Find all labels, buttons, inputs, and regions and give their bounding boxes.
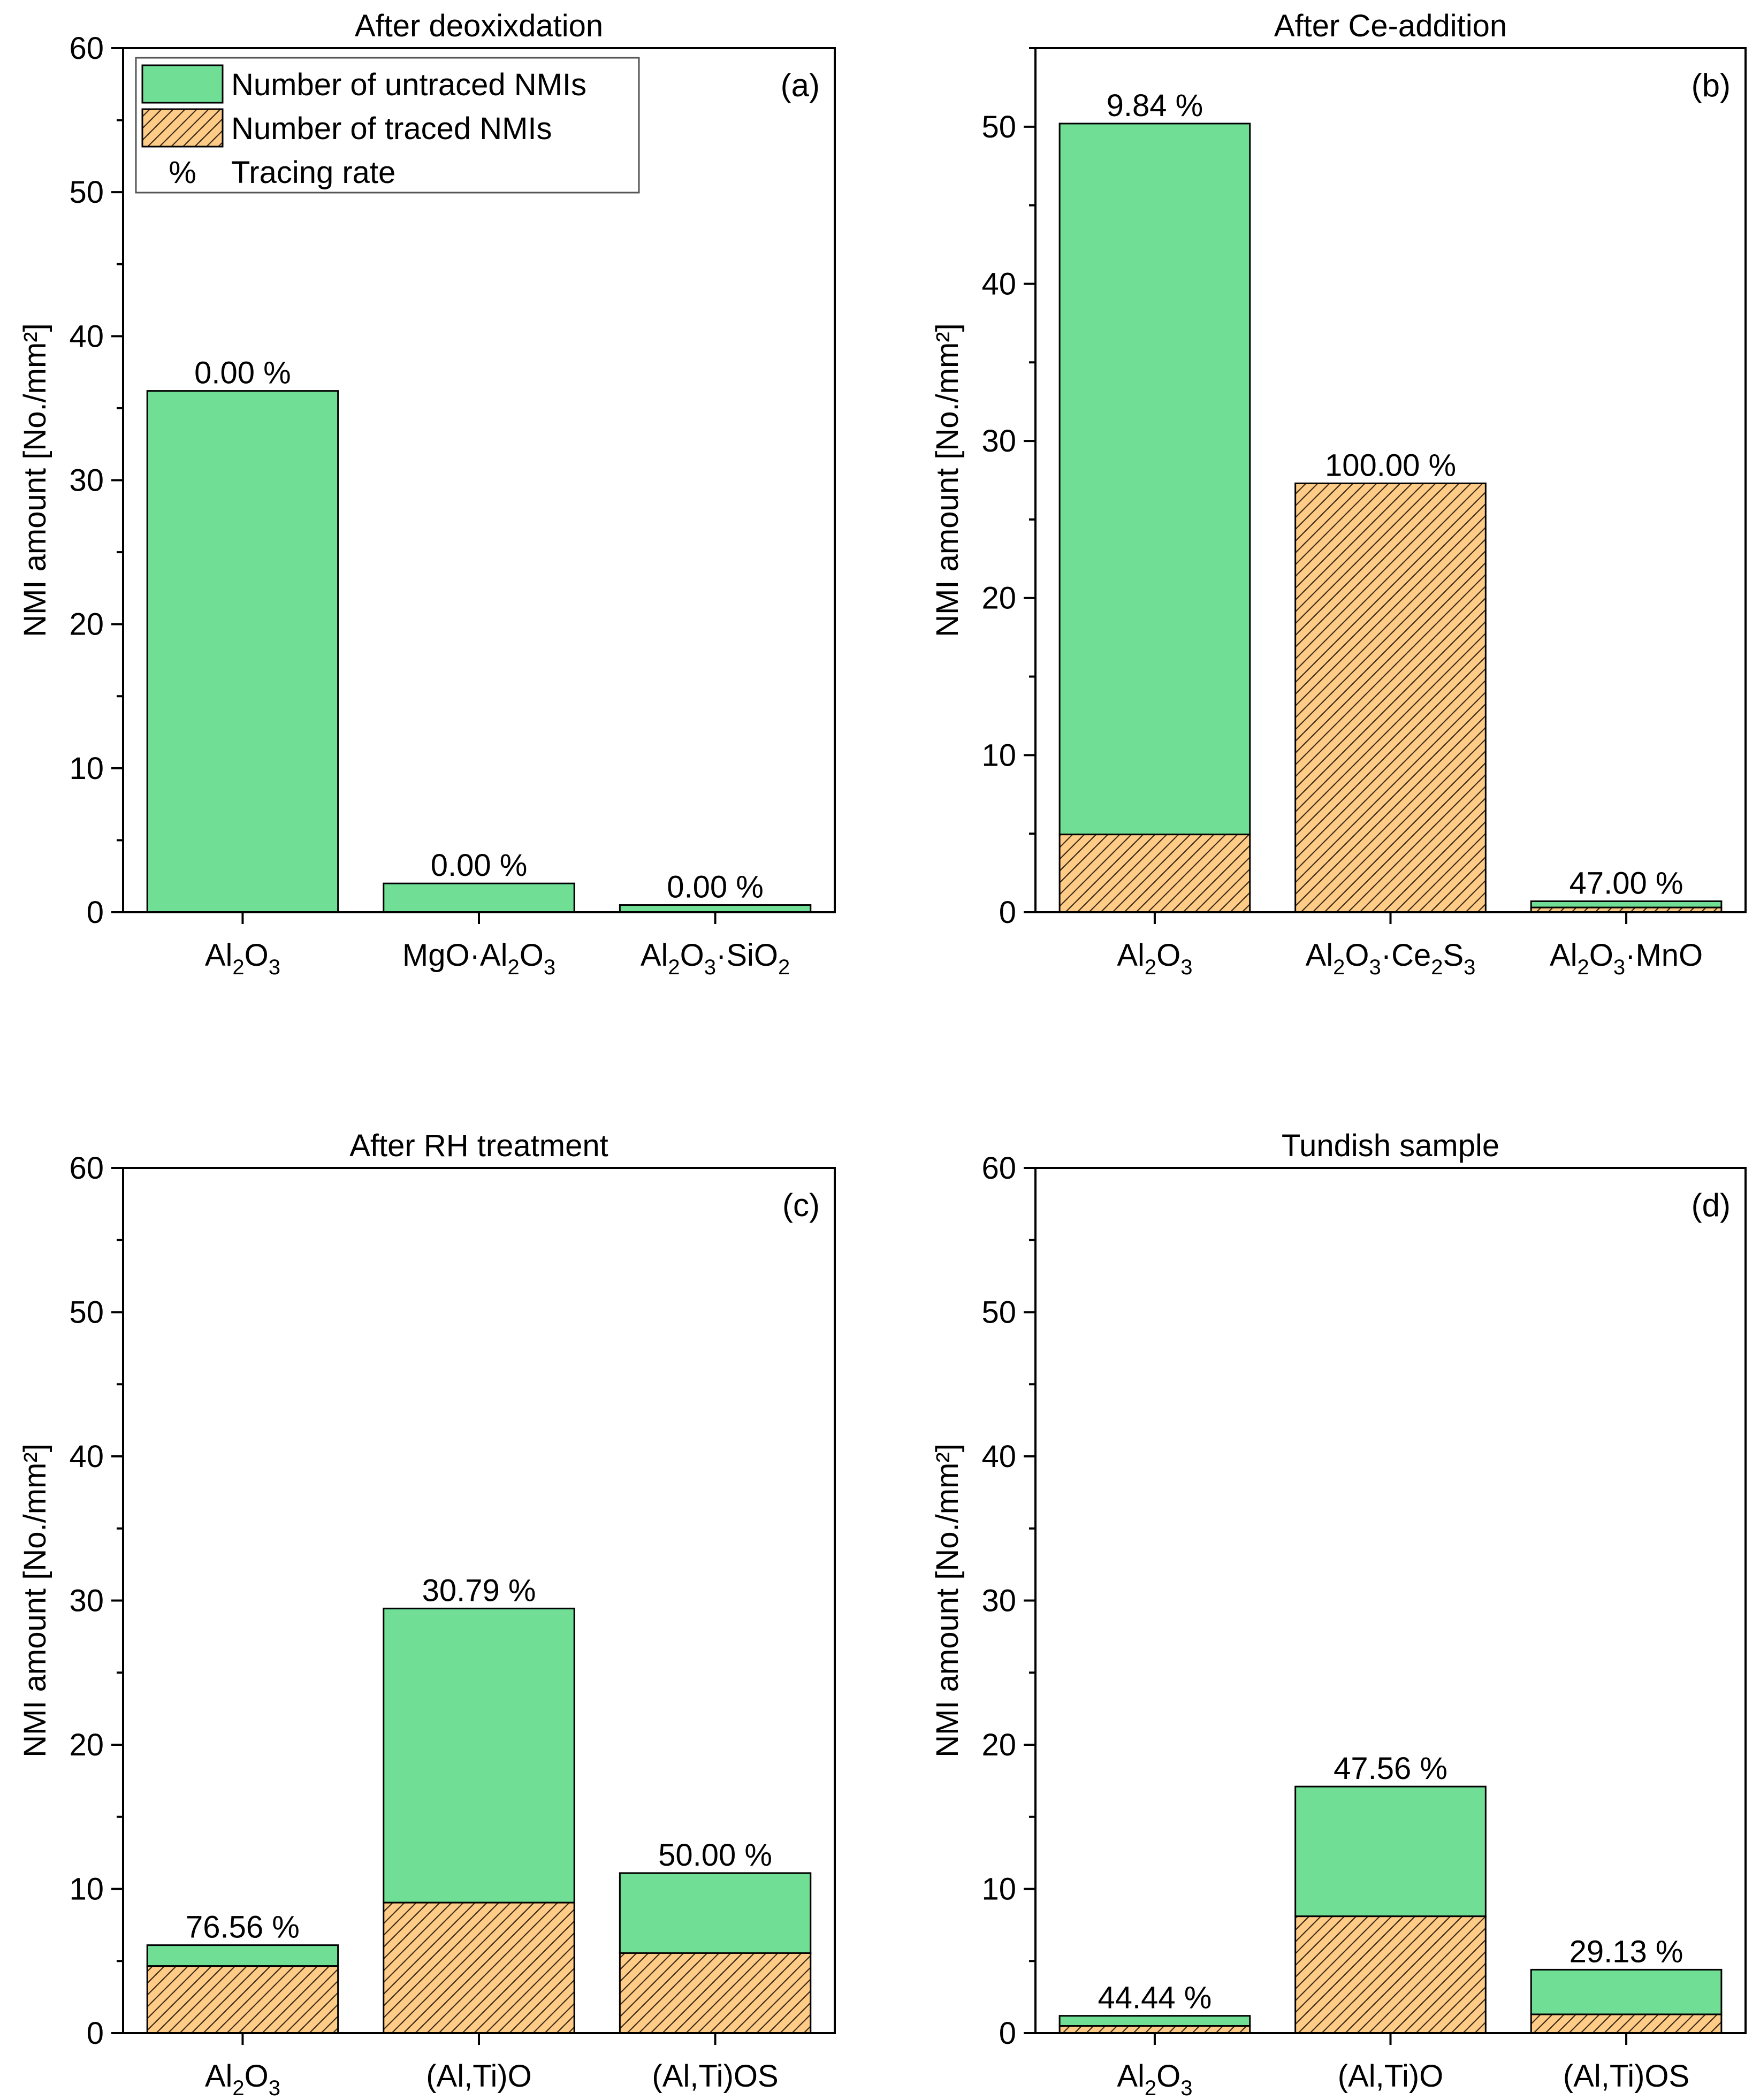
panel-label: (c) [782, 1187, 820, 1223]
rate-label: 47.00 % [1569, 866, 1683, 900]
bar-traced [1058, 834, 1251, 913]
bar-untraced [1530, 900, 1723, 908]
legend-rate-symbol: % [169, 155, 196, 190]
chart-title: After Ce-addition [1274, 9, 1507, 43]
bar-untraced [619, 904, 812, 913]
bar-untraced [383, 1607, 575, 1904]
y-tick-label: 0 [999, 895, 1016, 930]
category-label: Al2O3 [1117, 938, 1192, 979]
category-label: Al2O3 [205, 2059, 280, 2100]
y-tick-label: 20 [69, 607, 104, 642]
category-label: (Al,Ti)O [426, 2059, 532, 2094]
bar-untraced [1058, 123, 1251, 836]
bar-untraced [146, 390, 339, 913]
y-axis-label: NMI amount [No./mm²] [18, 1444, 52, 1758]
y-tick-label: 40 [981, 266, 1016, 301]
legend-swatch-untraced [141, 64, 224, 104]
category-label: (Al,Ti)OS [1563, 2059, 1689, 2094]
bar-untraced [1294, 1785, 1487, 1918]
y-tick-label: 10 [69, 751, 104, 786]
rate-label: 29.13 % [1569, 1934, 1683, 1969]
y-tick-label: 40 [981, 1439, 1016, 1474]
bar-untraced [1530, 1968, 1723, 2015]
bar-untraced [146, 1944, 339, 1967]
category-label: Al2O3·SiO2 [641, 938, 790, 979]
y-tick-label: 20 [981, 1728, 1016, 1762]
y-tick-label: 20 [981, 581, 1016, 616]
y-tick-label: 40 [69, 319, 104, 354]
y-tick-label: 50 [69, 175, 104, 210]
panel-c: After RH treatment (c) NMI amount [No./mm²… [18, 1128, 836, 2100]
y-tick-label: 10 [69, 1872, 104, 1907]
rate-label: 76.56 % [186, 1910, 300, 1945]
legend-swatch-traced [141, 108, 224, 148]
chart-title: After RH treatment [349, 1128, 608, 1163]
y-tick-label: 30 [981, 1584, 1016, 1618]
category-label: (Al,Ti)OS [652, 2059, 778, 2094]
y-tick-label: 30 [981, 424, 1016, 459]
y-tick-label: 30 [69, 463, 104, 498]
panel-b: After Ce-addition (b) NMI amount [No./mm²]… [930, 9, 1747, 979]
bar-traced [619, 1952, 812, 2034]
category-label: (Al,Ti)O [1338, 2059, 1444, 2094]
y-tick-label: 60 [69, 31, 104, 66]
rate-label: 44.44 % [1098, 1981, 1212, 2015]
rate-label: 0.00 % [194, 356, 291, 391]
y-axis-label: NMI amount [No./mm²] [18, 323, 52, 637]
category-label: Al2O3 [205, 938, 280, 979]
y-tick-label: 50 [981, 1295, 1016, 1330]
rate-label: 100.00 % [1325, 448, 1456, 483]
bar-traced [146, 1965, 339, 2034]
legend-label-untraced: Number of untraced NMIs [231, 67, 586, 102]
panel-label: (d) [1692, 1187, 1731, 1223]
rate-label: 0.00 % [431, 848, 528, 883]
y-axis-label: NMI amount [No./mm²] [930, 323, 965, 637]
legend-label-traced: Number of traced NMIs [231, 111, 552, 146]
y-tick-label: 40 [69, 1439, 104, 1474]
legend-label-rate: Tracing rate [231, 155, 395, 190]
y-tick-label: 50 [981, 110, 1016, 144]
chart-title: After deoxixdation [355, 9, 603, 43]
y-tick-label: 10 [981, 1872, 1016, 1907]
panel-a: After deoxixdation (a) NMI amount [No./mm²… [18, 9, 836, 979]
bar-untraced [383, 882, 575, 913]
bar-untraced [619, 1872, 812, 1954]
category-label: Al2O3·Ce2S3 [1306, 938, 1476, 979]
chart-title: Tundish sample [1282, 1128, 1499, 1163]
y-tick-label: 0 [87, 895, 104, 930]
bar-untraced [1058, 2015, 1251, 2027]
rate-label: 30.79 % [422, 1573, 536, 1608]
legend: Number of untraced NMIs Number of traced … [135, 57, 640, 194]
bar-traced [383, 1902, 575, 2034]
y-tick-label: 60 [69, 1151, 104, 1186]
y-axis-label: NMI amount [No./mm²] [930, 1444, 965, 1758]
panel-label: (b) [1692, 67, 1731, 103]
y-tick-label: 60 [981, 1151, 1016, 1186]
panel-d: Tundish sample (d) NMI amount [No./mm²] 44.… [930, 1128, 1747, 2100]
bar-traced [1058, 2025, 1251, 2034]
category-label: Al2O3·MnO [1550, 938, 1703, 979]
y-tick-label: 0 [87, 2016, 104, 2051]
rate-label: 0.00 % [667, 870, 764, 905]
rate-label: 50.00 % [658, 1838, 772, 1873]
y-tick-label: 50 [69, 1295, 104, 1330]
category-label: MgO·Al2O3 [402, 938, 555, 979]
y-tick-label: 10 [981, 738, 1016, 773]
y-tick-label: 0 [999, 2016, 1016, 2051]
bar-traced [1530, 2013, 1723, 2034]
bar-traced [1294, 1915, 1487, 2034]
rate-label: 47.56 % [1334, 1751, 1447, 1786]
panel-label: (a) [781, 67, 820, 103]
category-label: Al2O3 [1117, 2059, 1192, 2100]
y-tick-label: 30 [69, 1584, 104, 1618]
rate-label: 9.84 % [1107, 88, 1203, 123]
y-tick-label: 20 [69, 1728, 104, 1762]
bar-traced [1294, 482, 1487, 913]
